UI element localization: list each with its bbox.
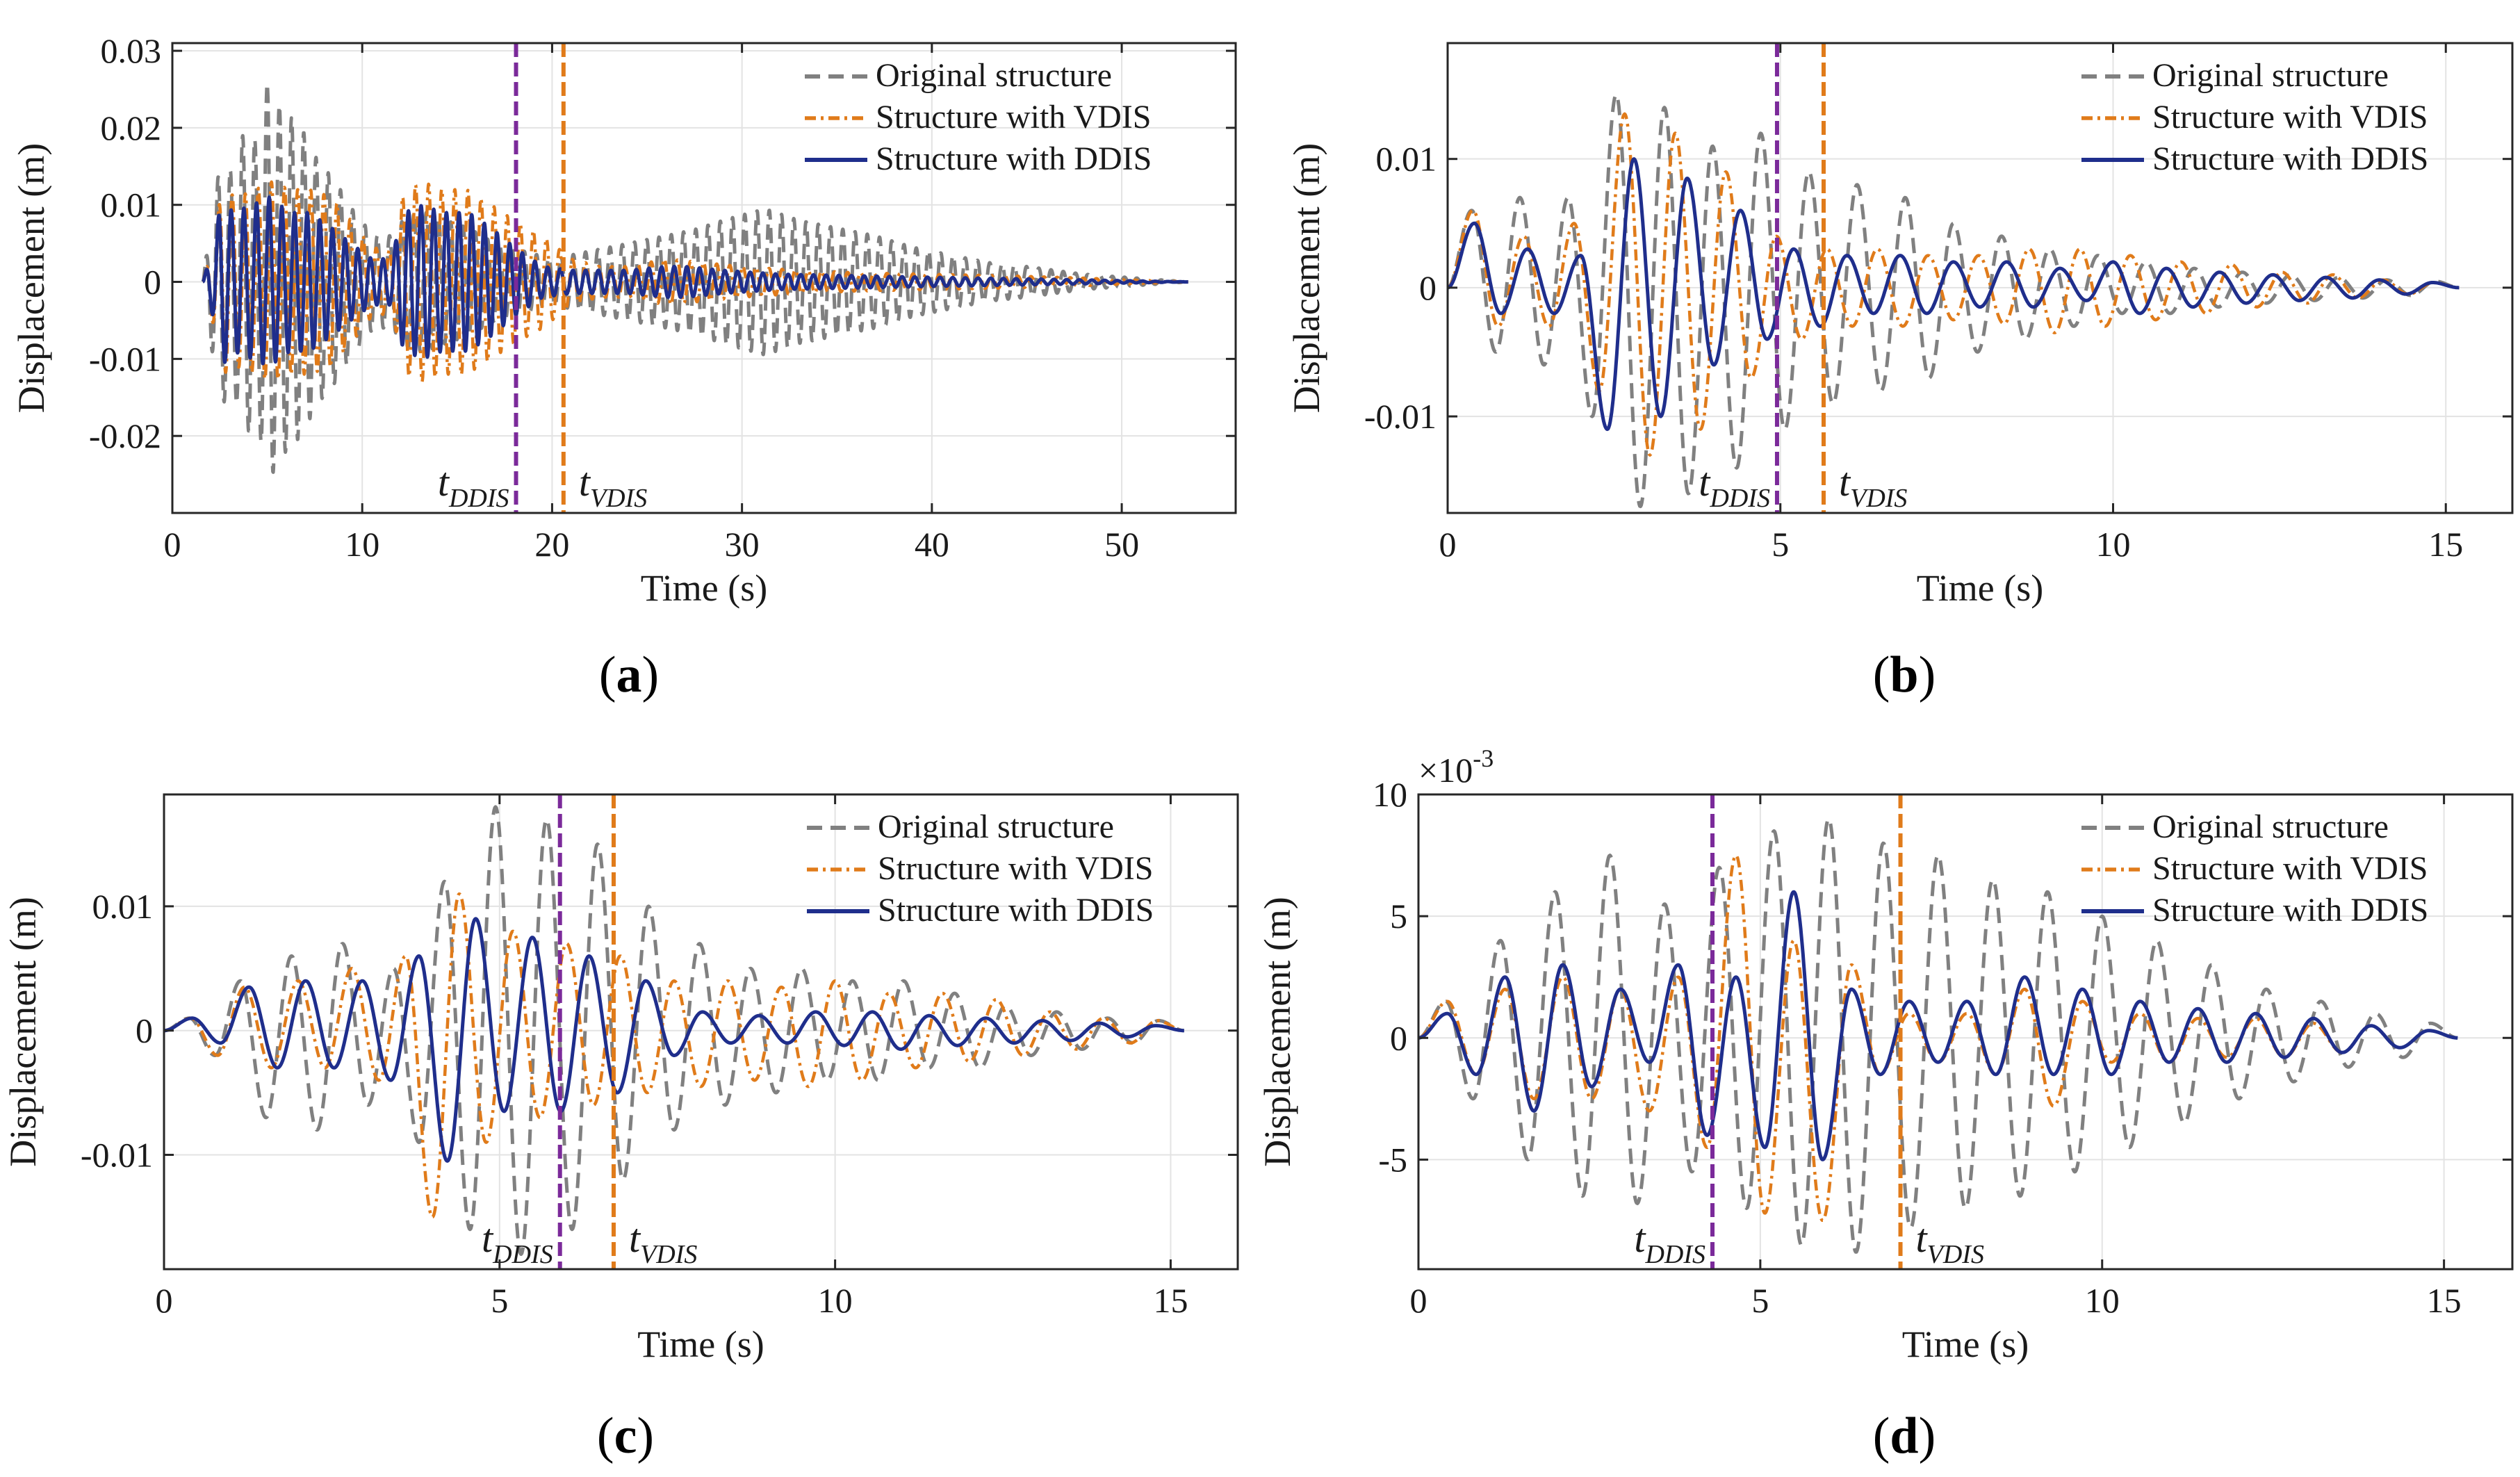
t-vdis-label: tVDIS	[579, 459, 647, 513]
series-group	[164, 805, 1186, 1256]
legend-entry: Structure with VDIS	[2152, 850, 2428, 887]
x-tick-label: 0	[164, 525, 181, 564]
y-tick-label: 0.01	[92, 887, 154, 926]
panel-label: (b)	[1873, 646, 1936, 703]
series-line-solid	[164, 917, 1186, 1163]
x-tick-label: 15	[2428, 525, 2463, 564]
axes-frame	[1446, 42, 2514, 514]
x-tick-label: 0	[156, 1281, 173, 1320]
legend-entry: Structure with VDIS	[876, 99, 1151, 136]
chart-panel-b: tDDIS tVDIS 0 5 10 15 -0.01 0 0.01 Time (s) Displa…	[1286, 42, 2514, 703]
x-axis-label: Time (s)	[1902, 1323, 2029, 1365]
series-line-solid	[1448, 157, 2460, 432]
x-tick-label: 30	[725, 525, 760, 564]
series-line-dashed	[201, 81, 1190, 474]
x-tick-label: 20	[534, 525, 569, 564]
t-ddis-label: tDDIS	[438, 459, 509, 513]
y-tick-label: -0.01	[1364, 397, 1437, 436]
legend: Original structure Structure with VDIS Str…	[805, 57, 1152, 177]
plot-area	[1418, 794, 2512, 1269]
x-tick-label: 10	[345, 525, 379, 564]
t-vdis-label: tVDIS	[1839, 459, 1907, 513]
y-tick-label: 0.01	[101, 186, 162, 225]
y-tick-label: -0.02	[89, 416, 161, 455]
y-tick-label: 0.03	[101, 31, 162, 70]
legend-entry: Original structure	[878, 808, 1114, 845]
panel-label: (d)	[1873, 1407, 1936, 1464]
t-vdis-label: tVDIS	[629, 1216, 697, 1269]
chart-panel-c: tDDIS tVDIS 0 5 10 15 -0.01 0 0.01 Time (s) Displa…	[2, 793, 1239, 1464]
legend: Original structure Structure with VDIS Str…	[807, 808, 1154, 929]
chart-panel-a: tDDIS tVDIS 0 10 20 30 40 50 -0.02 -0.01 0 0.01 0.02…	[10, 31, 1237, 703]
y-tick-label: 0	[1390, 1018, 1407, 1057]
legend-entry: Structure with VDIS	[878, 850, 1153, 887]
legend-entry: Structure with DDIS	[878, 892, 1154, 929]
panel-label: (c)	[597, 1407, 654, 1464]
t-vdis-label: tVDIS	[1916, 1216, 1984, 1269]
axes-frame	[163, 793, 1239, 1271]
y-tick-label: 0.02	[101, 108, 162, 147]
y-tick-label: -5	[1378, 1140, 1407, 1179]
legend-entry: Structure with VDIS	[2152, 99, 2428, 136]
legend-entry: Original structure	[876, 57, 1112, 94]
y-tick-label: -0.01	[89, 339, 161, 378]
axes-frame	[171, 42, 1237, 514]
x-tick-label: 5	[1751, 1281, 1769, 1320]
y-axis-label: Displacement (m)	[10, 143, 52, 413]
axes-frame	[1417, 793, 2514, 1271]
series-line-dashed	[164, 805, 1186, 1256]
y-tick-label: 0	[136, 1011, 153, 1050]
series-group	[1418, 817, 2459, 1254]
y-exponent-label: ×10-3	[1418, 744, 1494, 790]
x-tick-label: 40	[915, 525, 949, 564]
x-axis-label: Time (s)	[1917, 567, 2044, 609]
legend-entry: Original structure	[2152, 808, 2389, 845]
series-line-dashdot	[1448, 112, 2460, 457]
x-tick-label: 15	[1153, 1281, 1188, 1320]
y-tick-label: 0	[144, 263, 161, 302]
x-tick-label: 10	[2085, 1281, 2120, 1320]
series-group	[1448, 92, 2460, 509]
y-tick-label: -0.01	[81, 1136, 153, 1175]
series-line-solid	[1418, 890, 2459, 1161]
panel-label: (a)	[599, 646, 659, 703]
t-ddis-label: tDDIS	[1699, 459, 1770, 513]
legend-entry: Structure with DDIS	[876, 140, 1152, 177]
legend-entry: Original structure	[2152, 57, 2389, 94]
legend: Original structure Structure with VDIS Str…	[2081, 57, 2428, 177]
chart-panel-d: tDDIS tVDIS 0 5 10 15 -5 0 5 10 ×10-3 Time (s) Displ…	[1257, 744, 2514, 1464]
t-ddis-label: tDDIS	[1634, 1216, 1705, 1269]
legend-entry: Structure with DDIS	[2152, 140, 2428, 177]
x-tick-label: 5	[491, 1281, 508, 1320]
y-tick-label: 0	[1419, 268, 1437, 307]
legend-entry: Structure with DDIS	[2152, 892, 2428, 929]
x-tick-label: 50	[1104, 525, 1139, 564]
series-group	[201, 81, 1190, 474]
t-ddis-label: tDDIS	[482, 1216, 553, 1269]
y-axis-label: Displacement (m)	[1286, 143, 1327, 413]
x-tick-label: 0	[1439, 525, 1457, 564]
legend: Original structure Structure with VDIS Str…	[2081, 808, 2428, 929]
x-axis-label: Time (s)	[637, 1323, 764, 1365]
y-axis-label: Displacement (m)	[2, 897, 44, 1166]
x-tick-label: 15	[2427, 1281, 2462, 1320]
y-tick-label: 5	[1390, 897, 1407, 936]
y-axis-label: Displacement (m)	[1257, 897, 1298, 1166]
x-tick-label: 5	[1772, 525, 1789, 564]
series-line-solid	[201, 195, 1190, 366]
x-tick-label: 10	[2096, 525, 2131, 564]
y-tick-label: 10	[1373, 775, 1407, 814]
y-tick-label: 0.01	[1376, 140, 1437, 179]
x-tick-label: 10	[818, 1281, 853, 1320]
x-axis-label: Time (s)	[641, 567, 768, 609]
x-tick-label: 0	[1410, 1281, 1427, 1320]
